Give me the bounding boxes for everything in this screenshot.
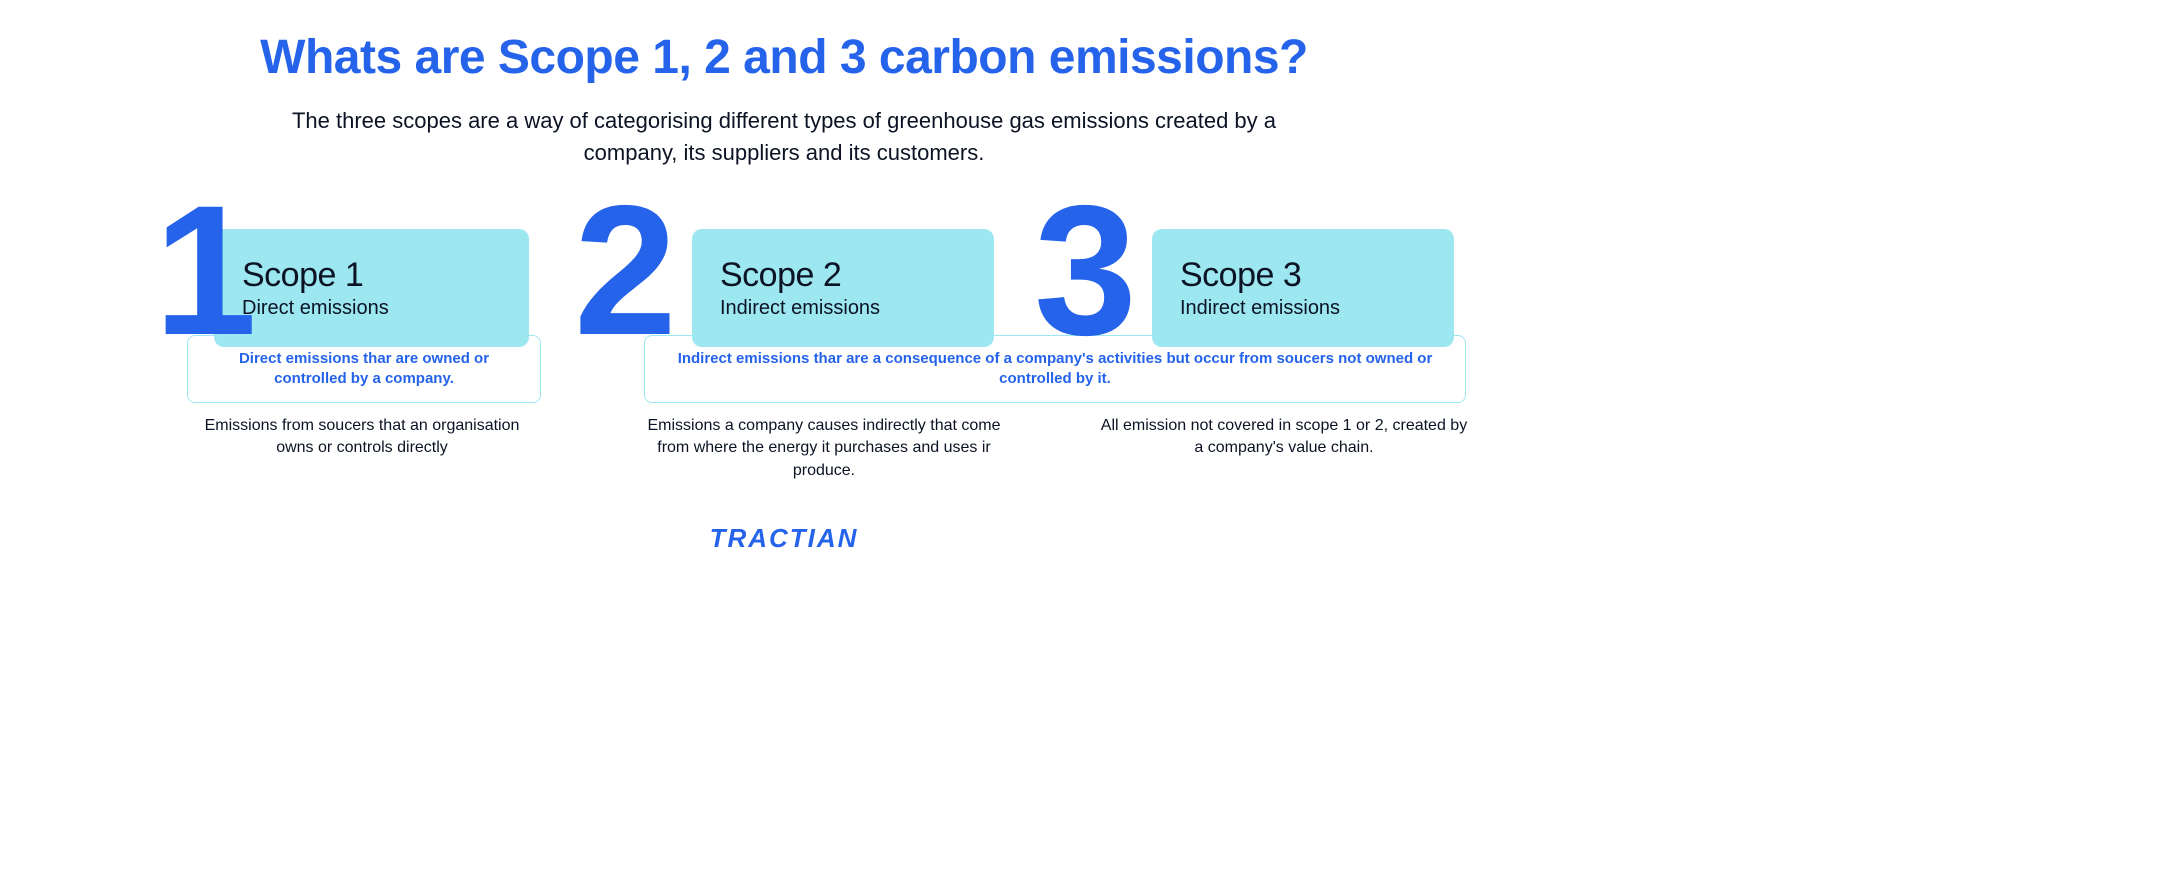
scope-2-description: Emissions a company causes indirectly th… (639, 415, 1009, 482)
page-title: Whats are Scope 1, 2 and 3 carbon emissi… (40, 30, 1528, 85)
scope-2-card: Scope 2 Indirect emissions (692, 229, 994, 347)
scope-2-number: 2 (574, 179, 669, 364)
scope-3-description: All emission not covered in scope 1 or 2… (1099, 415, 1469, 460)
scope-1-title: Scope 1 (242, 256, 529, 295)
page-subtitle: The three scopes are a way of categorisi… (254, 105, 1314, 169)
scope-2-title: Scope 2 (720, 256, 994, 295)
scope-1-card: Scope 1 Direct emissions (214, 229, 529, 347)
scopes-row: 1 Scope 1 Direct emissions Direct emissi… (84, 207, 1484, 477)
scope-3-subtitle: Indirect emissions (1180, 297, 1454, 320)
brand-logo: TRACTIAN (40, 523, 1528, 554)
scope-1-subtitle: Direct emissions (242, 297, 529, 320)
scope-3-title: Scope 3 (1180, 256, 1454, 295)
scope-2-subtitle: Indirect emissions (720, 297, 994, 320)
scope-1-number: 1 (154, 179, 249, 364)
scope-1-definition: Direct emissions thar are owned or contr… (206, 349, 522, 390)
scope-3-number: 3 (1034, 179, 1129, 364)
scope-3-card: Scope 3 Indirect emissions (1152, 229, 1454, 347)
scope-1-description: Emissions from soucers that an organisat… (192, 415, 532, 460)
